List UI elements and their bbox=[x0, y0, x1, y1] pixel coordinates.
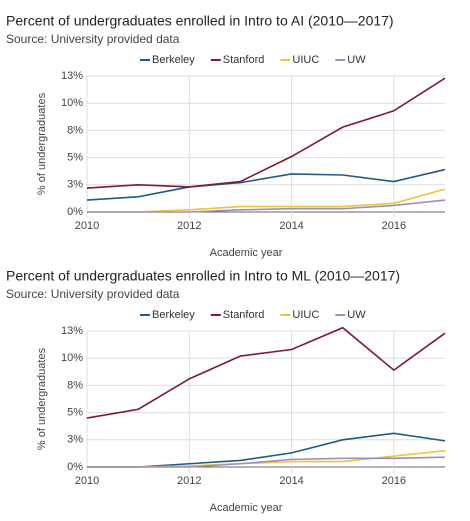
chart-subtitle: Source: University provided data bbox=[6, 32, 180, 46]
y-axis-label: % of undergraduates bbox=[36, 92, 48, 195]
x-tick-label: 2016 bbox=[382, 220, 406, 232]
series-line bbox=[87, 456, 446, 468]
x-tick-label: 2012 bbox=[177, 220, 201, 232]
y-tick-label: 5% bbox=[67, 152, 83, 164]
x-tick-label: 2010 bbox=[75, 475, 99, 487]
y-tick-label: 13% bbox=[61, 70, 83, 82]
legend-label: UW bbox=[347, 309, 366, 321]
y-tick-label: 13% bbox=[61, 325, 83, 337]
series-line bbox=[86, 168, 446, 201]
legend-label: Stanford bbox=[223, 309, 265, 321]
x-tick-label: 2010 bbox=[75, 220, 99, 232]
x-axis-label: Academic year bbox=[210, 247, 283, 259]
x-tick-label: 2014 bbox=[279, 220, 303, 232]
legend-label: UIUC bbox=[292, 54, 319, 66]
chart-subtitle: Source: University provided data bbox=[6, 287, 180, 301]
series-line bbox=[86, 326, 446, 419]
chart-title: Percent of undergraduates enrolled in In… bbox=[6, 13, 394, 29]
y-tick-label: 5% bbox=[67, 407, 83, 419]
y-tick-label: 10% bbox=[61, 97, 83, 109]
y-tick-label: 3% bbox=[67, 434, 83, 446]
y-tick-label: 3% bbox=[67, 179, 83, 191]
x-tick-label: 2016 bbox=[382, 475, 406, 487]
x-axis-label: Academic year bbox=[210, 502, 283, 514]
legend-label: Berkeley bbox=[152, 309, 195, 321]
series-line bbox=[87, 199, 446, 213]
legend-label: UW bbox=[347, 54, 366, 66]
legend-label: UIUC bbox=[292, 309, 319, 321]
y-axis-label: % of undergraduates bbox=[36, 347, 48, 450]
series-line bbox=[86, 77, 446, 189]
y-tick-label: 0% bbox=[67, 461, 83, 473]
y-tick-label: 8% bbox=[67, 379, 83, 391]
y-tick-label: 0% bbox=[67, 206, 83, 218]
x-tick-label: 2014 bbox=[279, 475, 303, 487]
chart-title: Percent of undergraduates enrolled in In… bbox=[6, 268, 400, 284]
legend-label: Stanford bbox=[223, 54, 265, 66]
y-tick-label: 8% bbox=[67, 124, 83, 136]
legend-label: Berkeley bbox=[152, 54, 195, 66]
x-tick-label: 2012 bbox=[177, 475, 201, 487]
y-tick-label: 10% bbox=[61, 352, 83, 364]
